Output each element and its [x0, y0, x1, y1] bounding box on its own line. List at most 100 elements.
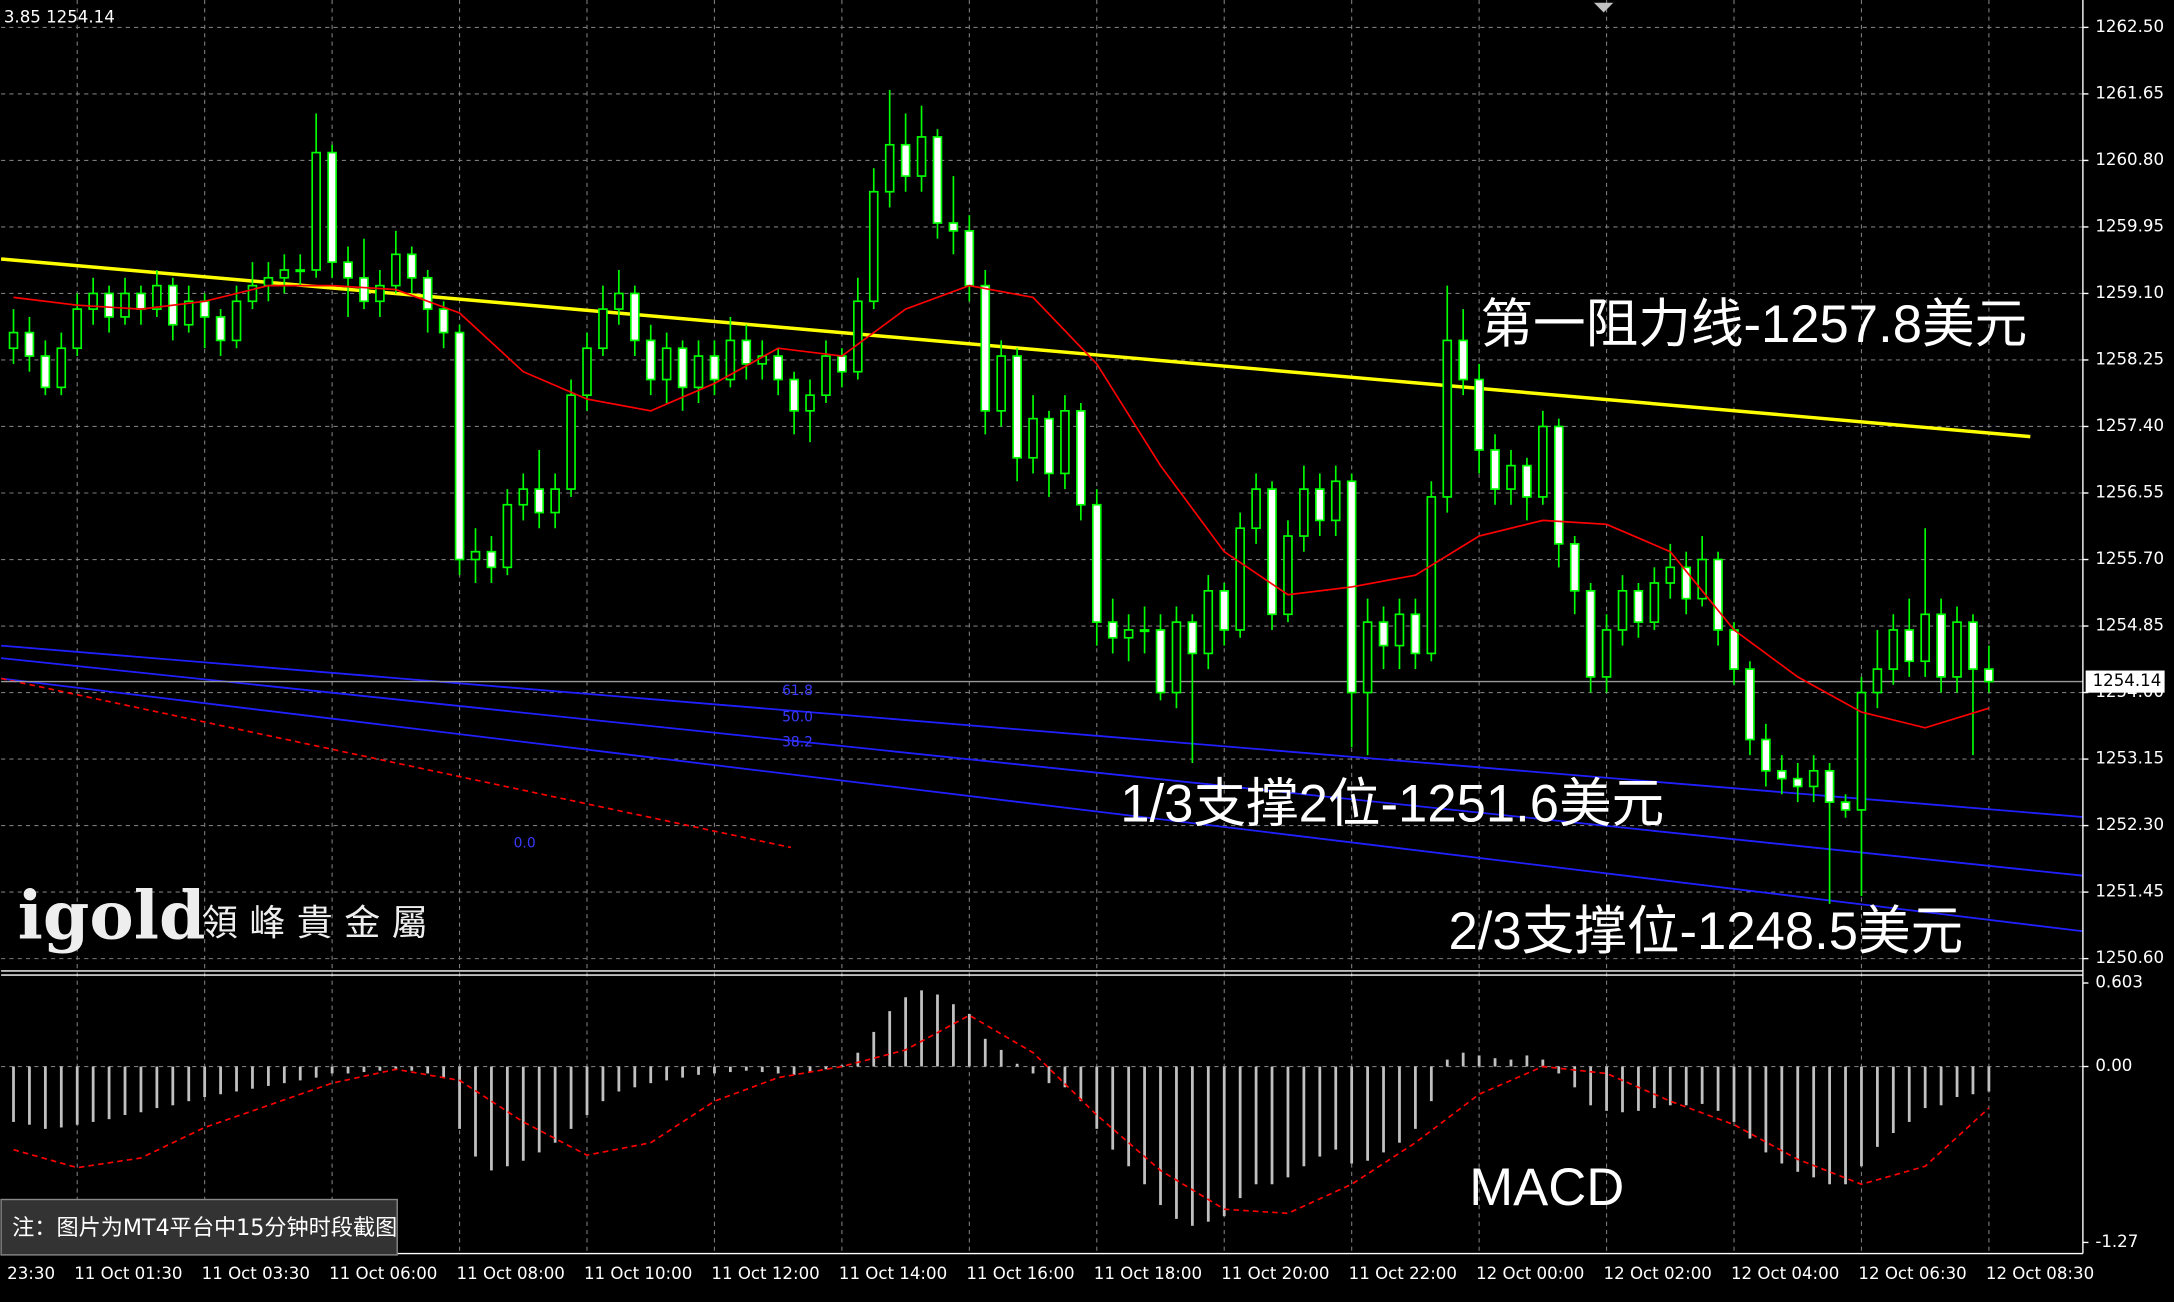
candle-body — [311, 151, 321, 271]
candle-body — [550, 488, 560, 514]
macd-bar — [1461, 1052, 1465, 1067]
macd-bar — [1605, 1066, 1608, 1111]
macd-bar — [1732, 1066, 1736, 1122]
candle-body — [534, 488, 545, 514]
note-box — [0, 1198, 398, 1256]
candle-body — [406, 253, 417, 279]
x-tick-label: 11 Oct 16:00 — [966, 1264, 1074, 1283]
y-tick-label: 1262.50 — [2095, 17, 2164, 36]
macd-bar — [1222, 1066, 1226, 1217]
candle-body — [1633, 589, 1644, 623]
candle-body — [1458, 339, 1469, 381]
candle-body — [1872, 668, 1883, 694]
macd-bar — [1429, 1066, 1433, 1102]
macd-bar — [792, 1066, 796, 1075]
fib-label: 0.0 — [514, 836, 536, 852]
macd-bar — [1254, 1066, 1258, 1185]
x-tick-label: 12 Oct 06:30 — [1858, 1264, 1966, 1283]
macd-bar — [28, 1066, 31, 1125]
candle-body — [1936, 613, 1946, 678]
macd-bar — [282, 1066, 286, 1084]
candle-body — [661, 347, 672, 381]
macd-bar — [1684, 1066, 1688, 1106]
logo-subtitle: 領 峰 貴 金 屬 — [202, 903, 428, 944]
candle-body — [1681, 566, 1692, 600]
macd-bar — [936, 994, 939, 1067]
candle-body — [1538, 425, 1548, 498]
candle-body — [1601, 629, 1612, 678]
macd-bar — [681, 1066, 684, 1078]
note: 注：图片为MT4平台中15分钟时段截图 — [12, 1215, 397, 1241]
macd-bar — [155, 1066, 159, 1109]
candle-body — [40, 355, 51, 389]
macd-bar — [1286, 1066, 1290, 1178]
macd-bar — [1907, 1066, 1911, 1122]
candle-body — [1761, 738, 1771, 772]
candle-body — [1283, 535, 1293, 616]
macd-bar — [298, 1066, 302, 1081]
candle-body — [279, 269, 290, 279]
logo: igold — [18, 877, 206, 955]
macd-bar — [1668, 1066, 1672, 1106]
candle-body — [1553, 425, 1564, 545]
candle-body — [948, 222, 959, 232]
macd-bar — [1079, 1066, 1083, 1102]
macd-bar — [107, 1066, 111, 1120]
candle-body — [853, 300, 863, 373]
macd-bar — [251, 1066, 254, 1089]
candle-body — [1139, 629, 1150, 633]
trend-line — [1, 644, 2083, 818]
macd-bar — [1334, 1066, 1338, 1150]
macd-bar — [410, 1066, 414, 1071]
macd-bar — [203, 1066, 207, 1098]
trend-line — [0, 677, 2084, 933]
macd-bar — [1796, 1066, 1800, 1172]
candle-body — [932, 136, 943, 224]
candle-body — [136, 292, 146, 310]
macd-bar — [1382, 1066, 1385, 1153]
candle-body — [56, 347, 67, 389]
macd-bar — [888, 1011, 892, 1067]
fib-label: 38.2 — [782, 734, 813, 750]
candle-body — [1729, 629, 1739, 670]
macd-bar — [1206, 1066, 1210, 1222]
macd-bar — [840, 1065, 844, 1067]
y-tick-label: 1257.40 — [2095, 416, 2164, 435]
candle-body — [1522, 464, 1532, 498]
x-tick-label: 11 Oct 10:00 — [584, 1264, 692, 1283]
moving-average — [13, 284, 1990, 729]
candle-body — [837, 355, 847, 373]
macd-bar — [1509, 1059, 1513, 1067]
macd-bar — [808, 1066, 812, 1073]
candle-body — [1952, 621, 1962, 678]
macd-bar — [1652, 1066, 1656, 1109]
macd-bar — [1764, 1066, 1768, 1153]
candle-body — [1330, 480, 1341, 522]
candle-body — [1044, 417, 1054, 475]
macd-bar — [12, 1066, 15, 1122]
macd-bar — [744, 1066, 748, 1071]
macd-bar — [1031, 1066, 1035, 1074]
x-tick-label: 11 Oct 22:00 — [1349, 1264, 1457, 1283]
macd-bar — [617, 1066, 621, 1092]
annotation: 1/3支撑2位-1251.6美元 — [1120, 774, 1664, 833]
candle-body — [1840, 801, 1851, 811]
candle-body — [789, 378, 799, 412]
macd-bar — [1700, 1066, 1704, 1104]
macd-bar — [219, 1066, 222, 1095]
annotation: 第一阻力线-1257.8美元 — [1480, 295, 2027, 354]
macd-bar — [1971, 1066, 1975, 1095]
candle-body — [1155, 629, 1166, 694]
candle-body — [1362, 621, 1373, 694]
macd-bar — [1270, 1066, 1274, 1185]
candle-body — [152, 284, 162, 310]
macd-bar — [1477, 1055, 1481, 1067]
macd-bar — [728, 1066, 732, 1073]
macd-bar — [394, 1066, 398, 1070]
macd-bar — [1748, 1066, 1752, 1139]
macd-bar — [1445, 1059, 1449, 1067]
macd-bar — [1414, 1066, 1417, 1129]
macd-bar — [123, 1066, 127, 1116]
x-tick-label: 12 Oct 02:00 — [1604, 1264, 1712, 1283]
candle-body — [343, 261, 353, 279]
